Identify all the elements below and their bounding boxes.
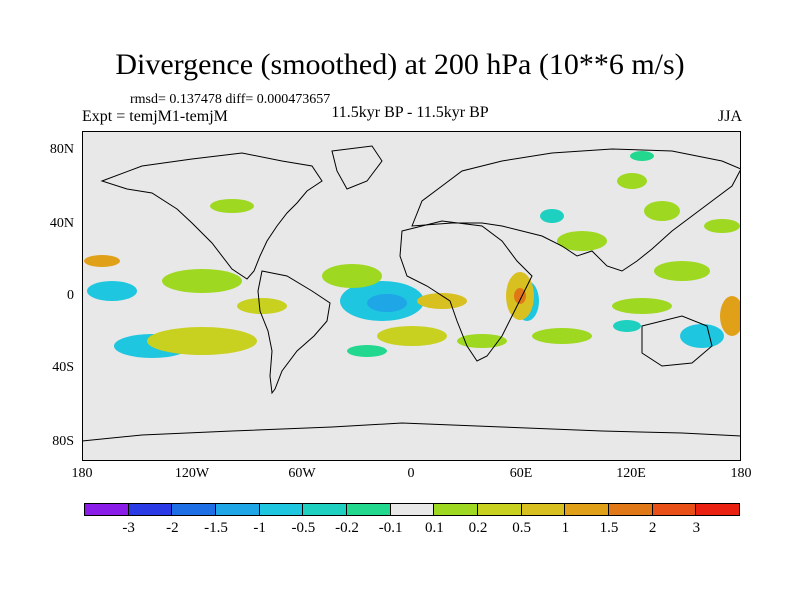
- lon-label-120w: 120W: [174, 466, 210, 481]
- lon-label-180e: 180: [730, 466, 752, 481]
- colorbar-label: -0.1: [378, 520, 403, 536]
- colorbar-label: -1.5: [204, 520, 228, 536]
- season-label: JJA: [717, 108, 742, 125]
- central-pacific-negative-patch: [87, 281, 137, 301]
- lat-label-0: 0: [67, 288, 74, 303]
- maritime-negative-patch: [613, 320, 641, 332]
- colorbar-box: [651, 503, 697, 516]
- colorbar-box: [127, 503, 173, 516]
- colorbar-box: [477, 503, 522, 516]
- east-asia-green-patch: [644, 201, 680, 221]
- divergence-map: [82, 131, 741, 461]
- period-label: 11.5kyr BP - 11.5kyr BP: [331, 104, 489, 121]
- south-asia-green-patch: [557, 231, 607, 251]
- lon-label-60e: 60E: [509, 466, 533, 481]
- africa-outline: [399, 220, 533, 362]
- colorbar-box: [433, 503, 479, 516]
- atlantic-green-patch: [322, 264, 382, 288]
- indian-ocean-green-patch: [532, 328, 592, 344]
- east-pacific-positive-patch: [84, 255, 120, 267]
- colorbar-label: 0.1: [424, 520, 444, 536]
- colorbar-label: -0.5: [291, 520, 316, 536]
- south-indian-green-patch: [457, 334, 507, 348]
- colorbar-label: -0.2: [335, 520, 359, 536]
- north-pacific-green-patch: [210, 199, 254, 213]
- colorbar-label: 1: [561, 520, 570, 536]
- greenland-outline: [331, 145, 383, 190]
- colorbar: [84, 503, 741, 516]
- lat-label-80s: 80S: [52, 434, 74, 449]
- indonesia-green-patch: [612, 298, 672, 314]
- lon-label-0: 0: [407, 466, 415, 481]
- colorbar-box: [520, 503, 566, 516]
- colorbar-box: [564, 503, 610, 516]
- colorbar-label: 1.5: [599, 520, 619, 536]
- colorbar-label: -3: [122, 520, 135, 536]
- australia-outline: [641, 315, 713, 367]
- colorbar-box: [608, 503, 653, 516]
- map-frame: [82, 131, 741, 461]
- chart-title: Divergence (smoothed) at 200 hPa (10**6 …: [115, 48, 685, 81]
- north-pacific-east-green-patch: [704, 219, 740, 233]
- colorbar-label: -2: [166, 520, 179, 536]
- central-asia-teal-patch: [540, 209, 564, 223]
- south-pacific-positive-patch: [147, 327, 257, 355]
- colorbar-label: 3: [692, 520, 701, 536]
- lat-label-80n: 80N: [49, 142, 74, 157]
- siberia-green-patch: [617, 173, 647, 189]
- colorbar-box: [695, 503, 741, 516]
- lat-label-40s: 40S: [52, 360, 74, 375]
- colorbar-box: [302, 503, 348, 516]
- colorbar-box: [215, 503, 260, 516]
- central-america-positive-patch: [237, 298, 287, 314]
- arctic-teal-patch: [630, 151, 654, 161]
- west-pacific-negative-patch: [680, 324, 724, 348]
- eurasia-outline: [411, 148, 741, 272]
- colorbar-box: [389, 503, 435, 516]
- colorbar-box: [171, 503, 217, 516]
- colorbar-label: 0.2: [468, 520, 488, 536]
- colorbar-label: 2: [648, 520, 657, 536]
- colorbar-label: 0.5: [512, 520, 532, 536]
- south-atlantic-positive-patch: [377, 326, 447, 346]
- stats-text: rmsd= 0.137478 diff= 0.000473657: [130, 92, 331, 107]
- colorbar-box: [346, 503, 391, 516]
- colorbar-box: [84, 503, 129, 516]
- atlantic-core-patch: [367, 294, 407, 312]
- experiment-label: Expt = temjM1-temjM: [82, 108, 228, 125]
- coastlines: [82, 145, 741, 442]
- lon-label-180w: 180: [71, 466, 93, 481]
- antarctica-outline: [82, 422, 741, 442]
- west-pacific-green-patch: [654, 261, 710, 281]
- lon-label-120e: 120E: [616, 466, 646, 481]
- lat-label-40n: 40N: [49, 216, 74, 231]
- north-america-outline: [100, 152, 323, 280]
- pacific-green-patch: [162, 269, 242, 293]
- dateline-positive-patch: [720, 296, 741, 336]
- south-atlantic-negative-patch: [347, 345, 387, 357]
- lon-label-60w: 60W: [288, 466, 316, 481]
- south-america-outline: [257, 270, 331, 395]
- equatorial-atlantic-positive-patch: [417, 293, 467, 309]
- colorbar-box: [258, 503, 304, 516]
- anomaly-fields: [84, 151, 741, 358]
- colorbar-label: -1: [253, 520, 266, 536]
- east-africa-core-patch: [514, 288, 526, 304]
